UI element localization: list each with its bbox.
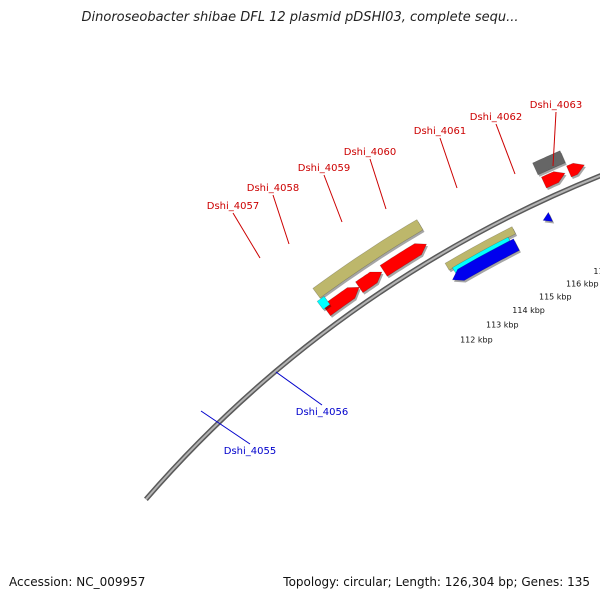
label-leaders [200, 111, 557, 445]
forward-gene-arrow [322, 286, 360, 317]
accession-label: Accession: NC_009957 [9, 575, 146, 589]
gene-label: Dshi_4058 [247, 183, 299, 194]
features [312, 150, 586, 318]
gene-label-leader [439, 137, 458, 189]
forward-gene-arrow [355, 271, 383, 294]
forward-gene-arrow [540, 171, 566, 189]
reverse-gene-arrow [542, 211, 554, 222]
gene-label-leader [275, 371, 323, 406]
gene-label: Dshi_4061 [414, 126, 466, 137]
backbone-arc-inner [145, 174, 600, 500]
tick-label: 116 kbp [566, 279, 599, 288]
tick-label: 115 kbp [539, 292, 572, 301]
gene-label: Dshi_4060 [344, 147, 396, 158]
tick-label: 117 kbp [593, 267, 600, 276]
forward-gene-arrow [566, 162, 585, 178]
khaki-band [312, 219, 424, 299]
gene-label: Dshi_4055 [224, 446, 276, 457]
gene-label: Dshi_4062 [470, 112, 522, 123]
gene-label: Dshi_4059 [298, 163, 350, 174]
gene-label: Dshi_4057 [207, 201, 259, 212]
tick-labels: 112 kbp 113 kbp 114 kbp 115 kbp 116 kbp 117 k… [460, 267, 600, 345]
cyan-band [316, 295, 331, 310]
gene-label-leader [552, 111, 557, 167]
gene-label-leader [272, 194, 290, 245]
gene-label-leader [495, 123, 516, 175]
tick-label: 113 kbp [486, 320, 519, 329]
reverse-gene-arrow [452, 238, 520, 281]
tick-label: 112 kbp [460, 336, 493, 345]
grey-gene [532, 150, 566, 176]
gene-label-leader [232, 212, 261, 259]
gene-labels: Dshi_4057 Dshi_4058 Dshi_4059 Dshi_4060 Dshi… [207, 100, 582, 457]
backbone [144, 173, 600, 501]
gene-label-leader [200, 410, 251, 445]
gene-label-leader [323, 174, 343, 223]
gene-label: Dshi_4063 [530, 100, 582, 111]
gene-label-leader [369, 158, 387, 210]
map-title: Dinoroseobacter shibae DFL 12 plasmid pD… [81, 10, 519, 25]
forward-gene-arrow [379, 243, 427, 277]
tick-label: 114 kbp [512, 306, 545, 315]
topology-summary: Topology: circular; Length: 126,304 bp; … [283, 575, 590, 589]
gene-label: Dshi_4056 [296, 407, 348, 418]
